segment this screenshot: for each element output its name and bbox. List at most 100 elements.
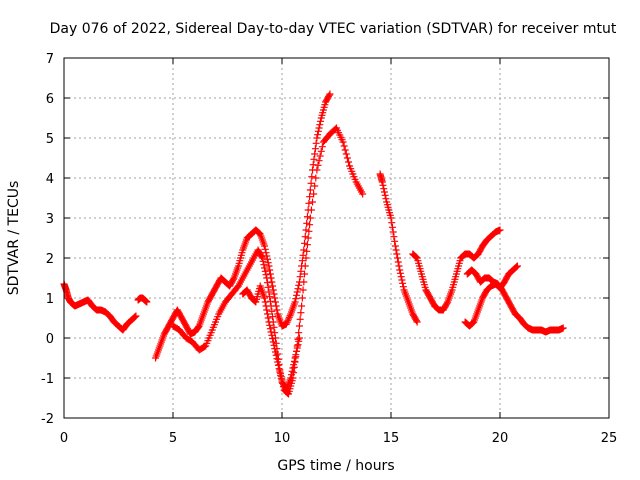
data-point — [272, 351, 280, 359]
data-point — [194, 323, 202, 331]
data-point — [297, 309, 305, 317]
grid-lines — [64, 58, 609, 418]
data-point — [263, 306, 271, 314]
data-point — [265, 318, 273, 326]
data-point — [513, 262, 521, 270]
data-point — [388, 223, 396, 231]
data-point — [263, 279, 271, 287]
chart-title: Day 076 of 2022, Sidereal Day-to-day VTE… — [50, 21, 617, 37]
data-point — [387, 214, 395, 222]
data-point — [443, 299, 451, 307]
data-point — [305, 199, 313, 207]
data-point — [394, 258, 402, 266]
data-point — [284, 317, 292, 325]
data-point — [395, 262, 403, 270]
data-point — [269, 313, 277, 321]
data-point — [266, 321, 274, 329]
data-point — [266, 270, 274, 278]
data-point — [305, 227, 313, 235]
data-point — [259, 257, 267, 265]
data-point — [398, 276, 406, 284]
data-point — [262, 302, 270, 310]
data-point — [392, 246, 400, 254]
data-point — [270, 323, 278, 331]
data-point — [264, 259, 272, 267]
series-arc-h — [461, 262, 521, 330]
data-point — [290, 357, 298, 365]
data-point — [390, 233, 398, 241]
data-point — [318, 143, 326, 151]
data-point — [294, 285, 302, 293]
data-point — [258, 254, 266, 262]
data-point — [274, 361, 282, 369]
data-point — [381, 191, 389, 199]
data-point — [264, 283, 272, 291]
data-point — [301, 262, 309, 270]
data-point — [315, 124, 323, 132]
data-point — [314, 161, 322, 169]
data-point — [285, 315, 293, 323]
data-point — [265, 262, 273, 270]
data-point — [292, 295, 300, 303]
data-point — [397, 273, 405, 281]
data-point — [276, 368, 284, 376]
data-point — [359, 190, 367, 198]
data-point — [287, 371, 295, 379]
data-point — [378, 178, 386, 186]
data-point — [301, 270, 309, 278]
data-point — [295, 337, 303, 345]
data-point — [306, 186, 314, 194]
data-point — [315, 157, 323, 165]
data-point — [294, 341, 302, 349]
data-point — [143, 298, 151, 306]
data-point — [299, 286, 307, 294]
y-tick-labels: -2 -1 0 1 2 3 4 5 6 7 — [41, 52, 54, 427]
data-point — [343, 154, 351, 162]
y-tick-label: -1 — [41, 372, 54, 387]
data-point — [261, 245, 269, 253]
data-point — [312, 174, 320, 182]
data-point — [263, 252, 271, 260]
data-point — [308, 173, 316, 181]
data-point — [283, 318, 291, 326]
data-point — [300, 278, 308, 286]
data-point — [382, 195, 390, 203]
data-point — [269, 335, 277, 343]
data-point — [273, 355, 281, 363]
data-point — [291, 298, 299, 306]
plot-frame — [63, 57, 610, 419]
data-point — [229, 275, 237, 283]
data-point — [412, 253, 420, 261]
y-tick-label: 1 — [46, 292, 54, 307]
x-tick-label: 0 — [60, 431, 68, 446]
series-arc-a — [60, 280, 140, 334]
data-point — [296, 315, 304, 323]
data-point — [559, 324, 567, 332]
data-point — [260, 261, 268, 269]
data-point — [290, 361, 298, 369]
series-arc-c — [152, 90, 334, 362]
data-point — [273, 306, 281, 314]
data-point — [291, 354, 299, 362]
data-point — [293, 288, 301, 296]
data-point — [269, 286, 277, 294]
data-point — [277, 375, 285, 383]
data-point — [344, 158, 352, 166]
x-tick-label: 25 — [601, 431, 618, 446]
data-point — [388, 219, 396, 227]
data-point — [292, 351, 300, 359]
data-point — [297, 267, 305, 275]
data-point — [379, 181, 387, 189]
data-point — [512, 263, 520, 271]
y-tick-label: 7 — [46, 52, 54, 67]
y-tick-label: -2 — [41, 412, 54, 427]
data-point — [131, 313, 139, 321]
data-point — [261, 294, 269, 302]
x-tick-labels: 0 5 10 15 20 25 — [60, 431, 617, 446]
x-tick-label: 20 — [492, 431, 509, 446]
y-tick-label: 6 — [46, 92, 54, 107]
data-point — [282, 320, 290, 328]
data-point — [342, 150, 350, 158]
data-point — [295, 334, 303, 342]
data-point — [314, 131, 322, 139]
